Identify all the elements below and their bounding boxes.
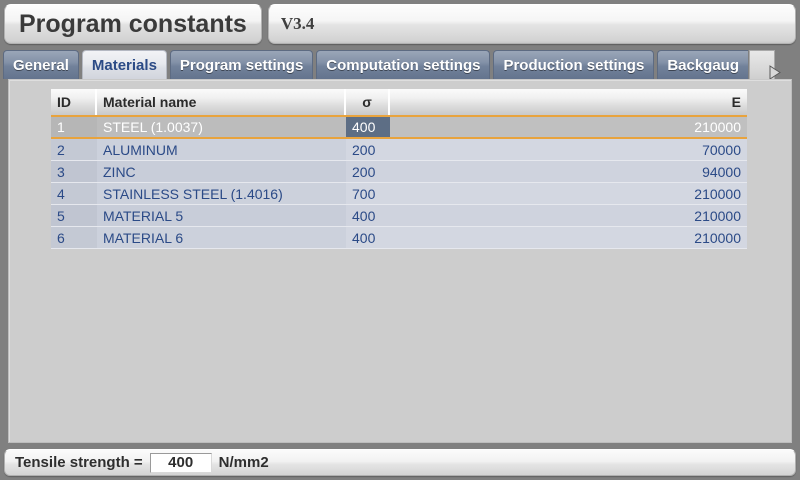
status-bar: Tensile strength = 400 N/mm2 bbox=[4, 449, 796, 476]
tab-computation-settings[interactable]: Computation settings bbox=[316, 50, 491, 79]
column-header-e[interactable]: E bbox=[390, 89, 747, 115]
page-title: Program constants bbox=[19, 9, 247, 38]
content-panel: ID Material name σ E 1 STEEL (1.0037) 40… bbox=[8, 79, 792, 443]
cell-material-name[interactable]: ZINC bbox=[97, 161, 346, 182]
tab-label: Program settings bbox=[179, 56, 304, 74]
cell-material-name[interactable]: MATERIAL 6 bbox=[97, 227, 346, 248]
tab-general[interactable]: General bbox=[3, 50, 79, 79]
tensile-strength-input[interactable]: 400 bbox=[149, 452, 212, 473]
cell-id: 2 bbox=[51, 139, 97, 160]
cell-material-name[interactable]: STAINLESS STEEL (1.4016) bbox=[97, 183, 346, 204]
column-header-sigma[interactable]: σ bbox=[346, 89, 390, 115]
tensile-strength-label: Tensile strength = bbox=[15, 454, 143, 471]
table-row[interactable]: 3 ZINC 200 94000 bbox=[51, 161, 747, 183]
cell-sigma[interactable]: 400 bbox=[346, 205, 390, 226]
cell-e[interactable]: 94000 bbox=[390, 161, 747, 182]
column-header-material-name[interactable]: Material name bbox=[97, 89, 346, 115]
cell-e[interactable]: 210000 bbox=[390, 205, 747, 226]
cell-e[interactable]: 210000 bbox=[390, 183, 747, 204]
title-row: Program constants V3.4 bbox=[0, 0, 800, 46]
cell-e[interactable]: 210000 bbox=[390, 227, 747, 248]
version-panel: V3.4 bbox=[267, 4, 796, 44]
cell-material-name[interactable]: ALUMINUM bbox=[97, 139, 346, 160]
table-row[interactable]: 6 MATERIAL 6 400 210000 bbox=[51, 227, 747, 249]
cell-id: 4 bbox=[51, 183, 97, 204]
cell-sigma[interactable]: 200 bbox=[346, 161, 390, 182]
table-row[interactable]: 1 STEEL (1.0037) 400 210000 bbox=[51, 115, 747, 139]
table-body: 1 STEEL (1.0037) 400 210000 2 ALUMINUM 2… bbox=[51, 115, 747, 249]
tab-backgauge[interactable]: Backgaug bbox=[657, 50, 749, 79]
tab-label: Backgaug bbox=[667, 56, 740, 74]
triangle-right-icon bbox=[757, 58, 781, 80]
table-row[interactable]: 4 STAINLESS STEEL (1.4016) 700 210000 bbox=[51, 183, 747, 205]
cell-id: 1 bbox=[51, 117, 97, 137]
tab-label: Production settings bbox=[503, 56, 645, 74]
tab-label: Computation settings bbox=[326, 56, 481, 74]
cell-e[interactable]: 210000 bbox=[390, 117, 747, 137]
cell-sigma[interactable]: 200 bbox=[346, 139, 390, 160]
cell-sigma[interactable]: 700 bbox=[346, 183, 390, 204]
tab-label: General bbox=[13, 56, 69, 74]
cell-id: 3 bbox=[51, 161, 97, 182]
materials-table: ID Material name σ E 1 STEEL (1.0037) 40… bbox=[51, 89, 747, 249]
cell-e[interactable]: 70000 bbox=[390, 139, 747, 160]
tensile-strength-unit: N/mm2 bbox=[218, 454, 269, 471]
tab-scroll-right-button[interactable] bbox=[749, 50, 781, 80]
cell-sigma[interactable]: 400 bbox=[346, 227, 390, 248]
tab-materials[interactable]: Materials bbox=[81, 50, 167, 79]
tab-production-settings[interactable]: Production settings bbox=[493, 50, 655, 79]
window-title-panel: Program constants bbox=[4, 4, 262, 44]
cell-material-name[interactable]: MATERIAL 5 bbox=[97, 205, 346, 226]
column-header-id[interactable]: ID bbox=[51, 89, 97, 115]
cell-sigma[interactable]: 400 bbox=[346, 117, 390, 137]
cell-material-name[interactable]: STEEL (1.0037) bbox=[97, 117, 346, 137]
table-row[interactable]: 5 MATERIAL 5 400 210000 bbox=[51, 205, 747, 227]
table-header-row: ID Material name σ E bbox=[51, 89, 747, 115]
cell-id: 5 bbox=[51, 205, 97, 226]
table-row[interactable]: 2 ALUMINUM 200 70000 bbox=[51, 139, 747, 161]
tab-label: Materials bbox=[91, 56, 157, 74]
tab-program-settings[interactable]: Program settings bbox=[169, 50, 314, 79]
tab-bar: General Materials Program settings Compu… bbox=[0, 50, 800, 80]
version-label: V3.4 bbox=[280, 14, 315, 33]
cell-id: 6 bbox=[51, 227, 97, 248]
